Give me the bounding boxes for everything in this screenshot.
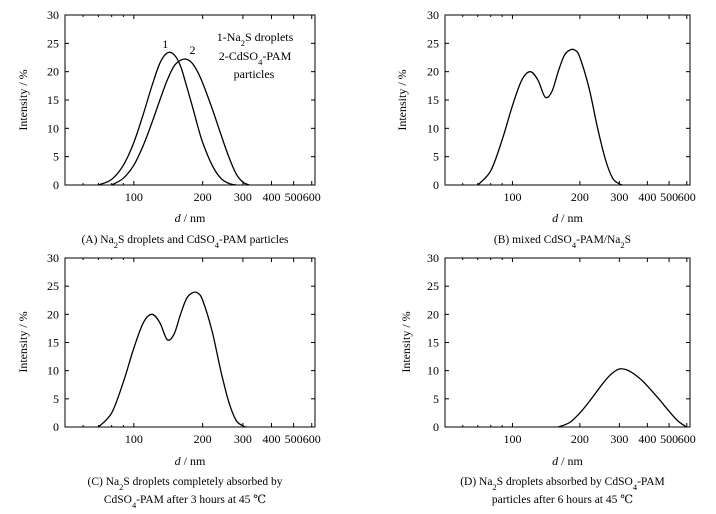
plot-frame-d bbox=[444, 257, 691, 428]
caption-a: (A) Na2S droplets and CdSO4-PAM particle… bbox=[81, 234, 289, 250]
x-tick-label-b: 600 bbox=[678, 190, 696, 204]
legend-entry-a: 2-CdSO4-PAM bbox=[219, 49, 292, 67]
y-tick-label-a: 15 bbox=[47, 93, 59, 107]
series-label-a-1: 1 bbox=[162, 37, 168, 51]
y-tick-label-c: 0 bbox=[53, 420, 59, 434]
y-tick-label-c: 10 bbox=[47, 364, 59, 378]
x-axis-label-c: d / nm bbox=[175, 454, 206, 468]
chart-panel-c: 0 5 10 15 20 25 30 100 200 300 400 500 600 Intensity … bbox=[16, 251, 321, 510]
series-line-a-1 bbox=[98, 51, 237, 186]
y-tick-label-d: 25 bbox=[427, 279, 439, 293]
series-line-d-1 bbox=[557, 368, 688, 428]
caption-c: (C) Na2S droplets completely absorbed by bbox=[88, 476, 283, 492]
y-tick-label-b: 15 bbox=[427, 93, 439, 107]
y-tick-label-a: 5 bbox=[53, 150, 59, 164]
x-tick-label-b: 300 bbox=[610, 190, 628, 204]
y-tick-label-b: 20 bbox=[427, 65, 439, 79]
x-tick-label-a: 500 bbox=[285, 190, 303, 204]
x-tick-label-b: 200 bbox=[571, 190, 589, 204]
x-tick-label-d: 600 bbox=[678, 432, 696, 446]
y-tick-label-d: 30 bbox=[427, 251, 439, 265]
y-tick-label-c: 25 bbox=[47, 279, 59, 293]
y-tick-label-c: 5 bbox=[53, 392, 59, 406]
y-tick-label-d: 20 bbox=[427, 307, 439, 321]
caption-d: (D) Na2S droplets absorbed by CdSO4-PAM bbox=[460, 476, 665, 492]
y-tick-label-d: 0 bbox=[433, 420, 439, 434]
y-axis-label-d: Intensity / % bbox=[399, 311, 413, 372]
x-axis-label-d: d / nm bbox=[552, 454, 583, 468]
x-tick-label-b: 400 bbox=[638, 190, 656, 204]
y-tick-label-c: 15 bbox=[47, 336, 59, 350]
x-tick-label-a: 400 bbox=[262, 190, 280, 204]
y-tick-label-b: 30 bbox=[427, 8, 439, 22]
y-tick-label-b: 10 bbox=[427, 121, 439, 135]
y-tick-label-c: 20 bbox=[47, 307, 59, 321]
x-tick-label-c: 400 bbox=[262, 432, 280, 446]
y-tick-label-d: 10 bbox=[427, 364, 439, 378]
series-label-a-2: 2 bbox=[190, 43, 196, 57]
x-axis-label-b: d / nm bbox=[552, 211, 583, 225]
x-tick-label-c: 200 bbox=[194, 432, 212, 446]
x-tick-label-a: 100 bbox=[125, 190, 143, 204]
y-tick-label-d: 15 bbox=[427, 336, 439, 350]
y-tick-label-b: 0 bbox=[433, 178, 439, 192]
x-tick-label-b: 500 bbox=[660, 190, 678, 204]
caption-d: particles after 6 hours at 45 ℃ bbox=[492, 494, 633, 506]
plot-frame-b bbox=[444, 14, 691, 186]
y-tick-label-c: 30 bbox=[47, 251, 59, 265]
series-line-a-2 bbox=[111, 58, 250, 186]
y-tick-label-a: 20 bbox=[47, 65, 59, 79]
chart-panel-d: 0 5 10 15 20 25 30 100 200 300 400 500 600 Intensity … bbox=[399, 251, 696, 506]
y-tick-label-b: 25 bbox=[427, 36, 439, 50]
chart-panel-a: 0 5 10 15 20 25 30 100 200 300 400 500 600 Intensity … bbox=[16, 8, 321, 250]
y-axis-label-c: Intensity / % bbox=[16, 311, 30, 372]
y-tick-label-d: 5 bbox=[433, 392, 439, 406]
x-tick-label-d: 100 bbox=[503, 432, 521, 446]
x-tick-label-c: 500 bbox=[285, 432, 303, 446]
x-tick-label-d: 400 bbox=[638, 432, 656, 446]
legend-entry-a: 1-Na2S droplets bbox=[217, 30, 294, 48]
y-tick-label-a: 30 bbox=[47, 8, 59, 22]
y-axis-label-a: Intensity / % bbox=[16, 69, 30, 130]
x-tick-label-c: 600 bbox=[303, 432, 321, 446]
y-tick-label-a: 10 bbox=[47, 121, 59, 135]
y-tick-label-a: 0 bbox=[53, 178, 59, 192]
x-tick-label-b: 100 bbox=[503, 190, 521, 204]
chart-panel-b: 0 5 10 15 20 25 30 100 200 300 400 500 600 Intensity … bbox=[395, 8, 696, 250]
x-tick-label-a: 300 bbox=[234, 190, 252, 204]
x-tick-label-a: 200 bbox=[194, 190, 212, 204]
x-axis-label-a: d / nm bbox=[175, 211, 206, 225]
x-tick-label-a: 600 bbox=[303, 190, 321, 204]
caption-c: CdSO4-PAM after 3 hours at 45 ℃ bbox=[104, 494, 266, 510]
series-line-c-1 bbox=[97, 291, 247, 428]
x-tick-label-d: 300 bbox=[610, 432, 628, 446]
y-tick-label-a: 25 bbox=[47, 36, 59, 50]
x-tick-label-d: 500 bbox=[660, 432, 678, 446]
caption-b: (B) mixed CdSO4-PAM/Na2S bbox=[494, 234, 631, 250]
legend-entry-a: particles bbox=[234, 67, 275, 81]
x-tick-label-d: 200 bbox=[571, 432, 589, 446]
y-tick-label-b: 5 bbox=[433, 150, 439, 164]
plot-frame-c bbox=[64, 257, 316, 428]
y-axis-label-b: Intensity / % bbox=[395, 69, 409, 130]
series-line-b-1 bbox=[477, 48, 623, 186]
x-tick-label-c: 100 bbox=[125, 432, 143, 446]
x-tick-label-c: 300 bbox=[234, 432, 252, 446]
